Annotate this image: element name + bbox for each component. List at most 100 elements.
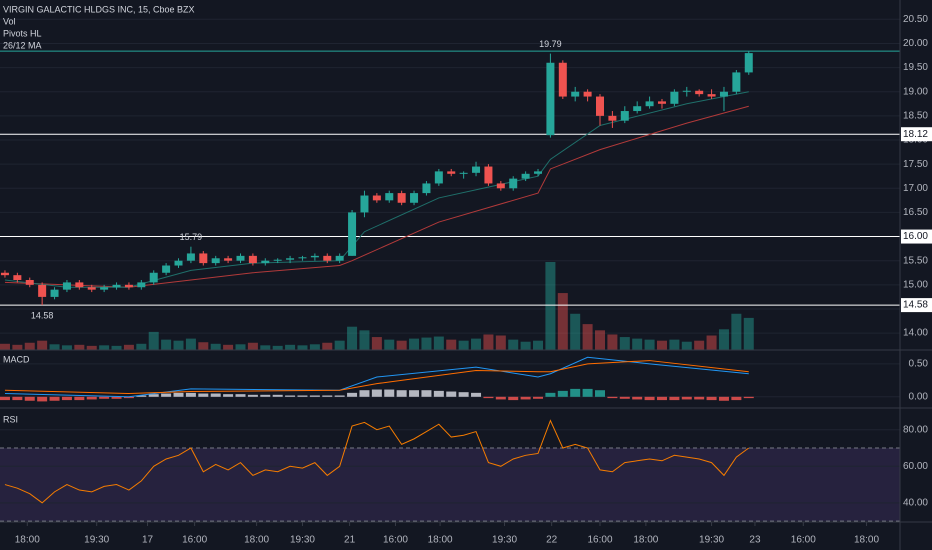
volume-bar — [334, 340, 345, 350]
candle-body — [186, 253, 195, 261]
histogram-bar — [272, 394, 283, 397]
y-tick-label: 19.50 — [903, 62, 928, 73]
volume-bar — [396, 340, 407, 350]
candle-body — [38, 284, 47, 297]
histogram-bar — [533, 396, 544, 399]
volume-bar — [136, 343, 147, 350]
candle-body — [25, 280, 34, 285]
volume-bar — [111, 345, 122, 350]
histogram-bar — [545, 392, 556, 397]
x-tick-label: 19:30 — [84, 535, 109, 546]
volume-bar — [185, 338, 196, 350]
candle-body — [137, 282, 146, 288]
histogram-bar — [123, 396, 134, 399]
candle-body — [744, 53, 753, 73]
volume-bar — [123, 344, 134, 350]
histogram-bar — [669, 396, 680, 401]
histogram-bar — [446, 391, 457, 397]
candle-body — [149, 272, 158, 283]
volume-bar — [359, 330, 370, 350]
histogram-bar — [656, 396, 667, 401]
histogram-bar — [210, 393, 221, 397]
x-tick-label: 21 — [344, 535, 356, 546]
volume-bar — [557, 293, 568, 350]
pane-title: RSI — [3, 414, 18, 424]
y-tick-label: 20.50 — [903, 14, 928, 25]
candle-body — [645, 101, 654, 107]
histogram-bar — [458, 392, 469, 397]
volume-bar — [322, 342, 333, 350]
candle-body — [75, 282, 84, 288]
x-tick-label: 16:00 — [587, 535, 612, 546]
pivot-annotation: 14.58 — [31, 310, 54, 320]
candle-body — [199, 253, 208, 264]
candle-body — [286, 258, 295, 260]
legend-entry: Pivots HL — [3, 28, 42, 38]
volume-bar — [49, 344, 60, 350]
candle-body — [310, 255, 319, 258]
volume-bar — [644, 339, 655, 350]
histogram-bar — [520, 396, 531, 400]
volume-bar — [582, 324, 593, 350]
price-label-bg — [901, 229, 932, 244]
candle-body — [719, 91, 728, 97]
rsi-band — [0, 448, 900, 522]
candle-body — [323, 255, 332, 261]
histogram-bar — [12, 396, 23, 401]
volume-bar — [409, 338, 420, 350]
candle-body — [695, 90, 704, 95]
histogram-bar — [731, 396, 742, 401]
candle-body — [596, 96, 604, 116]
x-tick-label: 18:00 — [15, 535, 40, 546]
histogram-bar — [582, 388, 593, 397]
histogram-bar — [198, 393, 209, 397]
candle-body — [236, 255, 245, 261]
x-tick-label: 18:00 — [244, 535, 269, 546]
volume-bar — [595, 330, 605, 350]
histogram-bar — [247, 394, 258, 397]
x-tick-label: 19:30 — [492, 535, 517, 546]
histogram-bar — [595, 390, 605, 397]
histogram-bar — [359, 390, 370, 397]
x-tick-label: 16:00 — [383, 535, 408, 546]
histogram-bar — [508, 396, 519, 401]
candle-body — [224, 258, 233, 261]
volume-bar — [731, 313, 742, 350]
histogram-bar — [433, 390, 444, 397]
volume-bar — [173, 340, 184, 350]
candle-body — [348, 212, 357, 256]
volume-bar — [520, 341, 531, 350]
candle-body — [534, 171, 543, 174]
histogram-bar — [223, 394, 234, 397]
candle-body — [397, 193, 406, 203]
candle-body — [682, 90, 691, 92]
histogram-bar — [644, 396, 655, 401]
histogram-bar — [371, 389, 382, 397]
volume-bar — [495, 335, 506, 350]
volume-bar — [99, 345, 110, 350]
histogram-bar — [297, 395, 308, 397]
histogram-bar — [706, 396, 717, 401]
volume-bar — [161, 339, 172, 350]
candle-body — [211, 258, 220, 264]
candle-body — [100, 287, 109, 290]
histogram-bar — [396, 390, 407, 397]
volume-bar — [247, 342, 258, 350]
volume-bar — [198, 342, 209, 350]
candle-body — [62, 282, 71, 290]
volume-bar — [656, 340, 667, 350]
x-tick-label: 17 — [142, 535, 154, 546]
y-tick-label: 40.00 — [903, 497, 928, 508]
histogram-bar — [681, 396, 692, 400]
candle-body — [521, 173, 530, 179]
x-tick-label: 19:30 — [290, 535, 315, 546]
candle-body — [385, 193, 394, 201]
volume-bar — [384, 339, 395, 350]
volume-bar — [446, 339, 457, 350]
volume-bar — [508, 339, 519, 350]
candle-body — [608, 115, 617, 121]
candle-body — [558, 62, 567, 97]
candle-body — [496, 183, 505, 189]
histogram-bar — [384, 389, 395, 397]
